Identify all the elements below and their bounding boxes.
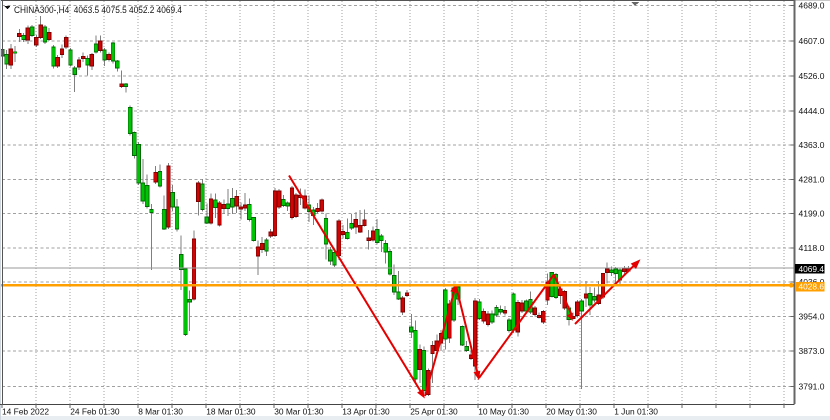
svg-text:4526.0: 4526.0 [799,71,825,81]
svg-text:25 Apr 01:30: 25 Apr 01:30 [410,407,458,417]
svg-text:30 Mar 01:30: 30 Mar 01:30 [274,407,324,417]
svg-text:24 Feb 01:30: 24 Feb 01:30 [70,407,120,417]
svg-text:4199.0: 4199.0 [799,209,825,219]
svg-text:4363.0: 4363.0 [799,140,825,150]
svg-text:1 Jun 01:30: 1 Jun 01:30 [614,407,658,417]
svg-text:4069.4: 4069.4 [799,264,825,274]
svg-text:4281.0: 4281.0 [799,175,825,185]
svg-text:3954.0: 3954.0 [799,311,825,321]
svg-text:4118.0: 4118.0 [799,243,825,253]
svg-text:13 Apr 01:30: 13 Apr 01:30 [342,407,390,417]
svg-text:4607.0: 4607.0 [799,36,825,46]
svg-text:3791.0: 3791.0 [799,381,825,391]
svg-text:3873.0: 3873.0 [799,346,825,356]
svg-text:CHINA300-,H4 4063.5 4075.5 40: CHINA300-,H4 4063.5 4075.5 4052.2 4069.4 [14,5,182,15]
svg-text:4444.0: 4444.0 [799,106,825,116]
svg-text:14 Feb 2022: 14 Feb 2022 [2,407,49,417]
svg-text:4689.0: 4689.0 [799,1,825,11]
svg-text:20 May 01:30: 20 May 01:30 [546,407,597,417]
svg-text:4028.6: 4028.6 [799,282,825,292]
svg-text:18 Mar 01:30: 18 Mar 01:30 [206,407,256,417]
svg-text:8 Mar 01:30: 8 Mar 01:30 [138,407,183,417]
svg-text:10 May 01:30: 10 May 01:30 [478,407,529,417]
